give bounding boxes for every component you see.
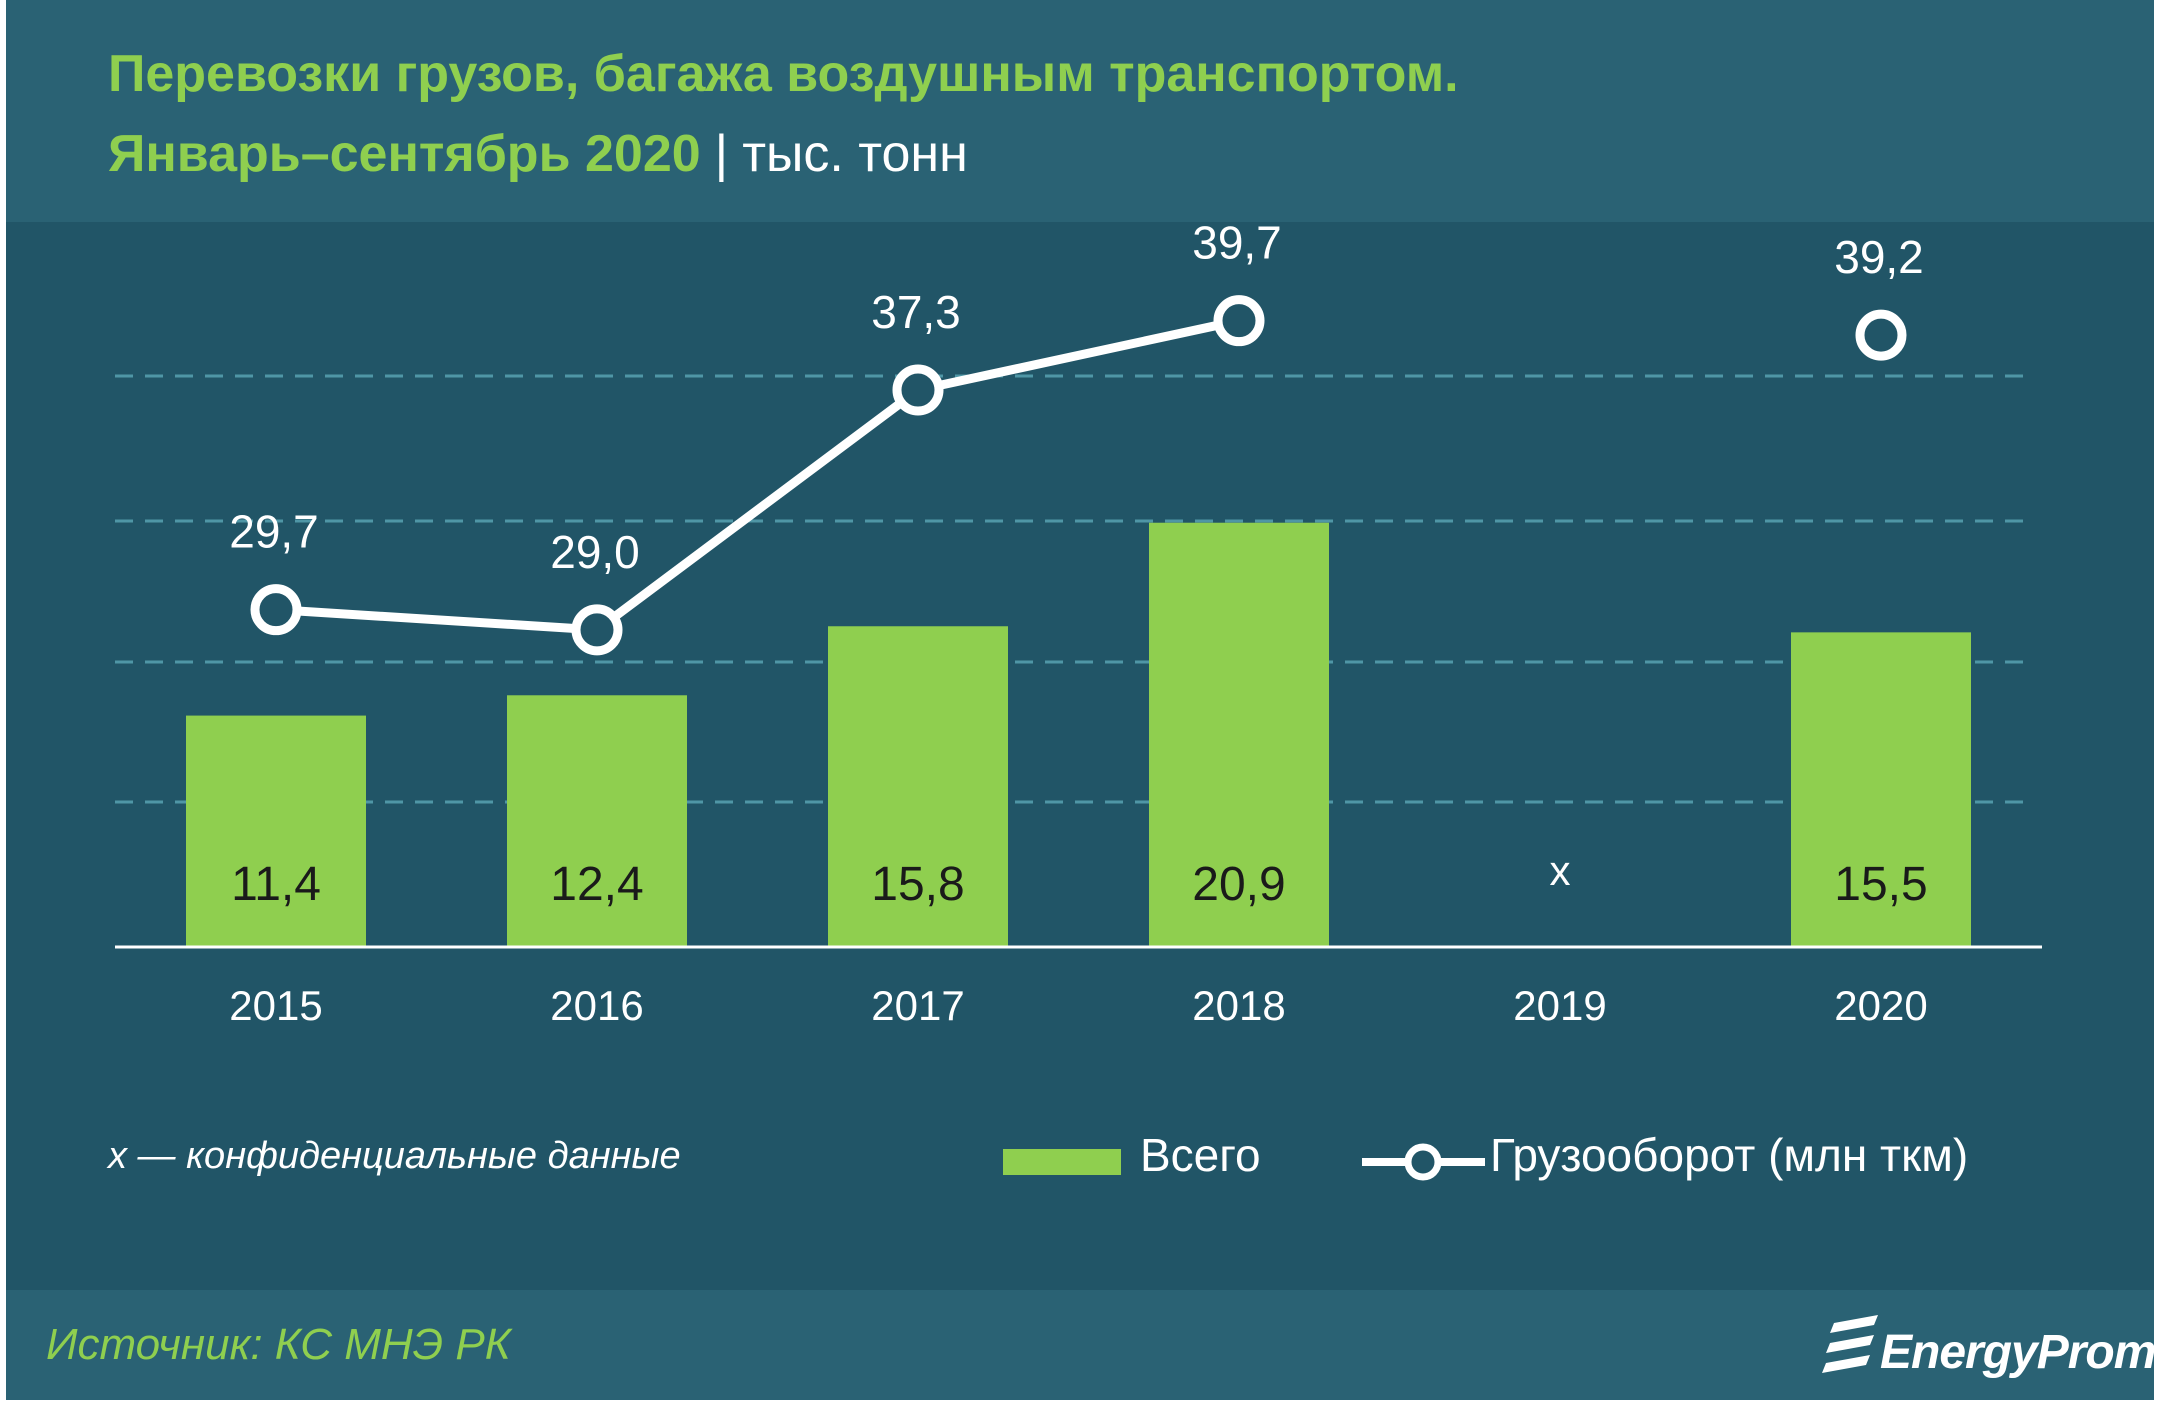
bar-2015	[186, 715, 366, 947]
grid-lines	[115, 374, 2035, 804]
bar-value-labels: 11,4 12,4 15,8 20,9 x 15,5	[231, 847, 1928, 911]
logo-text: EnergyProm	[1880, 1326, 2156, 1379]
legend-line-marker	[1362, 1143, 1485, 1181]
bar-label-2017: 15,8	[871, 858, 964, 911]
legend-line-label: Грузооборот (млн ткм)	[1490, 1129, 1969, 1181]
line-path-0	[275, 316, 1240, 635]
bar-label-2020: 15,5	[1834, 858, 1927, 911]
bar-label-2016: 12,4	[550, 858, 643, 911]
chart-period: Январь–сентябрь 2020	[108, 125, 701, 183]
energyprom-logo-icon	[1822, 1315, 1878, 1373]
line-point-2015	[250, 584, 302, 636]
source-note: Источник: КС МНЭ РК	[46, 1320, 511, 1369]
line-value-labels: 29,7 29,0 37,3 39,7 39,2	[229, 217, 1924, 578]
chart-footer	[6, 1290, 2154, 1400]
bar-2016	[507, 695, 687, 947]
bar-label-2019: x	[1550, 847, 1571, 894]
chart-header	[6, 0, 2154, 222]
bar-2017	[828, 626, 1008, 947]
x-tick-labels: 2015 2016 2017 2018 2019 2020	[229, 982, 1927, 1029]
bar-label-2015: 11,4	[231, 858, 321, 911]
x-tick-2015: 2015	[229, 982, 322, 1029]
title-separator: |	[714, 125, 729, 183]
x-tick-2016: 2016	[550, 982, 643, 1029]
line-label-2018: 39,7	[1192, 217, 1282, 269]
line-point-2020	[1855, 309, 1907, 361]
x-tick-2017: 2017	[871, 982, 964, 1029]
line-label-2015: 29,7	[229, 506, 319, 558]
line-series	[250, 295, 1907, 656]
line-point-2016	[571, 604, 623, 656]
legend-bar-swatch	[1003, 1149, 1121, 1175]
chart-subtitle: Январь–сентябрь 2020 | тыс. тонн	[108, 124, 968, 184]
x-tick-2019: 2019	[1513, 982, 1606, 1029]
x-tick-2020: 2020	[1834, 982, 1927, 1029]
line-label-2016: 29,0	[550, 526, 640, 578]
x-tick-2018: 2018	[1192, 982, 1285, 1029]
bar-label-2018: 20,9	[1192, 858, 1285, 911]
footnote: х — конфиденциальные данные	[108, 1135, 681, 1177]
line-point-2018	[1213, 295, 1265, 347]
bar-2020	[1791, 632, 1971, 947]
line-label-2017: 37,3	[871, 286, 961, 338]
line-label-2020: 39,2	[1834, 231, 1924, 283]
bar-series	[186, 522, 1971, 947]
chart-unit: тыс. тонн	[742, 125, 968, 183]
chart-title: Перевозки грузов, багажа воздушным транс…	[108, 45, 1459, 103]
bar-2018	[1149, 522, 1329, 947]
line-point-2017	[892, 364, 944, 416]
legend-bar-label: Всего	[1140, 1129, 1261, 1181]
